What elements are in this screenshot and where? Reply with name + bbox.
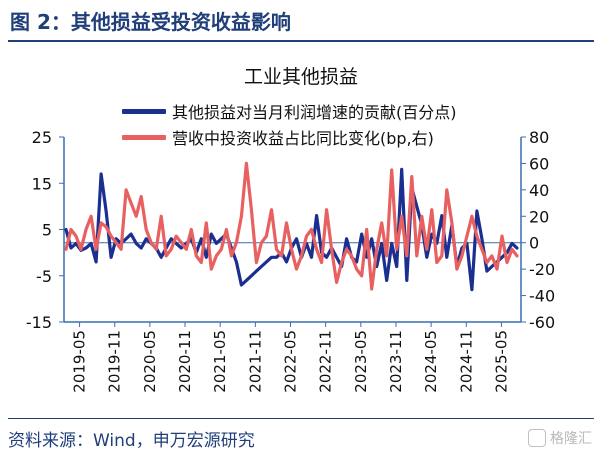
y-right-tick-label: 40 xyxy=(529,181,549,200)
legend: 其他损益对当月利润增速的贡献(百分点) 营收中投资收益占比同比变化(bp,右) xyxy=(122,98,457,150)
legend-label-red: 营收中投资收益占比同比变化(bp,右) xyxy=(172,129,434,148)
x-tick-label: 2020-05 xyxy=(141,330,159,393)
y-left-tick-label: 25 xyxy=(32,128,52,147)
x-tick-label: 2025-05 xyxy=(492,330,510,393)
source-note: 资料来源：Wind，申万宏源研究 xyxy=(8,431,255,451)
y-right-tick-label: -20 xyxy=(529,260,555,279)
x-tick-label: 2022-11 xyxy=(317,330,335,393)
y-right-tick-label: -40 xyxy=(529,287,555,306)
x-tick-label: 2022-05 xyxy=(282,330,300,393)
legend-item-blue: 其他损益对当月利润增速的贡献(百分点) xyxy=(122,98,457,124)
x-tick-label: 2023-05 xyxy=(352,330,370,393)
y-right-tick-label: 60 xyxy=(529,154,549,173)
series-line-blue xyxy=(64,167,519,292)
x-tick-label: 2024-11 xyxy=(457,330,475,393)
title-divider xyxy=(8,40,594,42)
figure-title: 图 2：其他损益受投资收益影响 xyxy=(10,10,291,34)
x-tick-label: 2020-11 xyxy=(176,330,194,393)
y-left-tick-label: 5 xyxy=(42,221,52,240)
y-right-tick-label: 80 xyxy=(529,128,549,147)
series-line-red xyxy=(64,161,519,291)
y-right-tick-label: 20 xyxy=(529,207,549,226)
watermark-logo-icon xyxy=(528,429,546,447)
chart-title: 工业其他损益 xyxy=(243,66,358,88)
x-tick-label: 2024-05 xyxy=(422,330,440,393)
legend-swatch-red xyxy=(122,134,166,140)
legend-swatch-blue xyxy=(122,108,166,114)
x-tick-label: 2021-05 xyxy=(211,330,229,393)
y-left-tick-label: -15 xyxy=(26,313,52,332)
x-tick-label: 2023-11 xyxy=(387,330,405,393)
legend-label-blue: 其他损益对当月利润增速的贡献(百分点) xyxy=(172,103,457,122)
legend-item-red: 营收中投资收益占比同比变化(bp,右) xyxy=(122,124,457,150)
source-divider xyxy=(8,418,594,419)
x-tick-label: 2021-11 xyxy=(246,330,264,393)
watermark: 格隆汇 xyxy=(528,428,592,448)
x-tick-label: 2019-11 xyxy=(106,330,124,393)
x-tick-label: 2019-05 xyxy=(71,330,89,393)
y-right-tick-label: 0 xyxy=(529,234,539,253)
watermark-text: 格隆汇 xyxy=(550,431,592,447)
y-left-tick-label: 15 xyxy=(32,174,52,193)
y-left-tick-label: -5 xyxy=(36,267,52,286)
y-right-tick-label: -60 xyxy=(529,313,555,332)
